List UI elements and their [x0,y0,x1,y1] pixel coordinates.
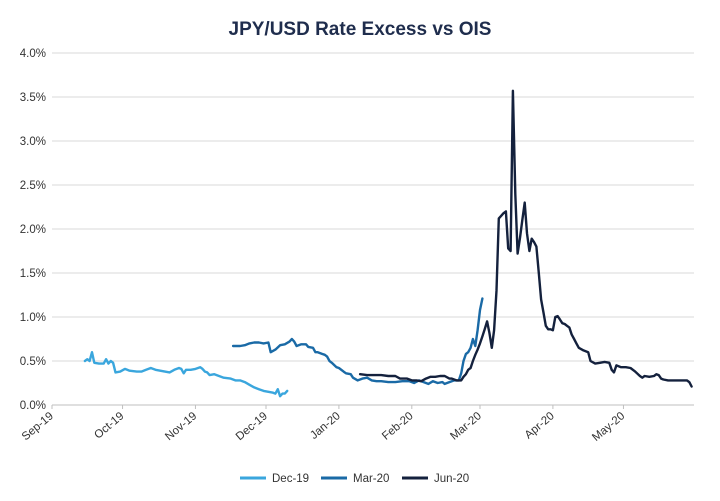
legend-label: Mar-20 [353,473,389,485]
x-tick-label: May-20 [590,410,627,444]
y-tick-label: 0.0% [20,400,46,412]
x-tick-label: Apr-20 [523,410,557,441]
legend-label: Jun-20 [434,473,469,485]
x-tick-label: Feb-20 [380,410,416,443]
y-tick-label: 3.5% [20,92,46,104]
y-tick-label: 0.5% [20,356,46,368]
x-tick-label: Sep-19 [20,410,56,443]
x-tick-label: Mar-20 [448,410,484,443]
x-tick-label: Dec-19 [234,410,270,443]
y-tick-label: 4.0% [20,48,46,60]
y-tick-label: 2.5% [20,180,46,192]
y-axis-tick-labels: 0.0% 0.5% 1.0% 1.5% 2.0% 2.5% 3.0% 3.5% 4.0% [20,48,46,412]
y-tick-label: 1.5% [20,268,46,280]
series-line-dec-19 [83,351,289,398]
y-tick-label: 3.0% [20,136,46,148]
legend: Dec-19 Mar-20 Jun-20 [240,473,469,485]
series-group [83,89,693,398]
x-tick-label: Oct-19 [92,410,126,441]
x-axis-tick-labels: Sep-19 Oct-19 Nov-19 Dec-19 Jan-20 Feb-20 Mar-… [20,405,627,444]
series-line-mar-20 [231,297,484,386]
legend-label: Dec-19 [272,473,309,485]
y-tick-label: 1.0% [20,312,46,324]
y-tick-label: 2.0% [20,224,46,236]
gridlines [52,52,694,362]
chart-title: JPY/USD Rate Excess vs OIS [229,19,492,40]
x-tick-label: Jan-20 [308,410,343,442]
series-line-jun-20 [358,89,693,388]
x-tick-label: Nov-19 [163,410,199,443]
